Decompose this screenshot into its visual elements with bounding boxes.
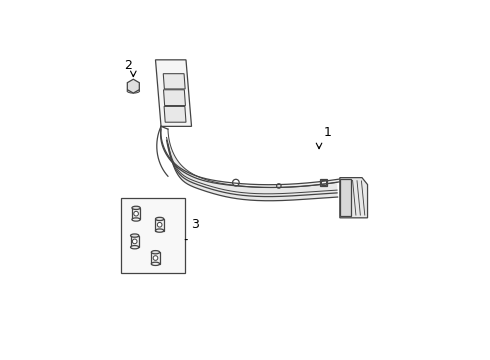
Bar bbox=[132, 208, 140, 220]
Polygon shape bbox=[163, 74, 185, 89]
Text: 3: 3 bbox=[192, 218, 199, 231]
Bar bbox=[151, 252, 160, 264]
Ellipse shape bbox=[151, 251, 160, 254]
Polygon shape bbox=[340, 177, 368, 218]
Text: 2: 2 bbox=[124, 59, 132, 72]
Circle shape bbox=[179, 62, 185, 68]
Circle shape bbox=[343, 180, 349, 185]
Circle shape bbox=[130, 83, 136, 89]
Polygon shape bbox=[161, 126, 340, 188]
Ellipse shape bbox=[132, 218, 140, 221]
Circle shape bbox=[277, 184, 281, 188]
Polygon shape bbox=[164, 90, 185, 105]
Ellipse shape bbox=[155, 229, 164, 232]
Polygon shape bbox=[155, 60, 192, 126]
Circle shape bbox=[159, 62, 165, 68]
Circle shape bbox=[132, 239, 137, 244]
Circle shape bbox=[157, 222, 162, 227]
Polygon shape bbox=[340, 179, 351, 216]
Bar bbox=[121, 198, 185, 273]
Ellipse shape bbox=[127, 89, 140, 93]
Polygon shape bbox=[168, 129, 338, 201]
Bar bbox=[130, 235, 139, 247]
Ellipse shape bbox=[151, 262, 160, 265]
Polygon shape bbox=[127, 79, 139, 93]
Circle shape bbox=[358, 211, 364, 217]
Polygon shape bbox=[164, 107, 186, 122]
Ellipse shape bbox=[132, 206, 140, 210]
Circle shape bbox=[134, 211, 138, 216]
Ellipse shape bbox=[130, 246, 139, 249]
Circle shape bbox=[358, 180, 364, 185]
Text: 1: 1 bbox=[323, 126, 331, 139]
Ellipse shape bbox=[130, 234, 139, 237]
Bar bbox=[155, 219, 164, 231]
Circle shape bbox=[164, 118, 170, 124]
Circle shape bbox=[153, 256, 158, 260]
Ellipse shape bbox=[155, 217, 164, 221]
Circle shape bbox=[233, 179, 239, 186]
